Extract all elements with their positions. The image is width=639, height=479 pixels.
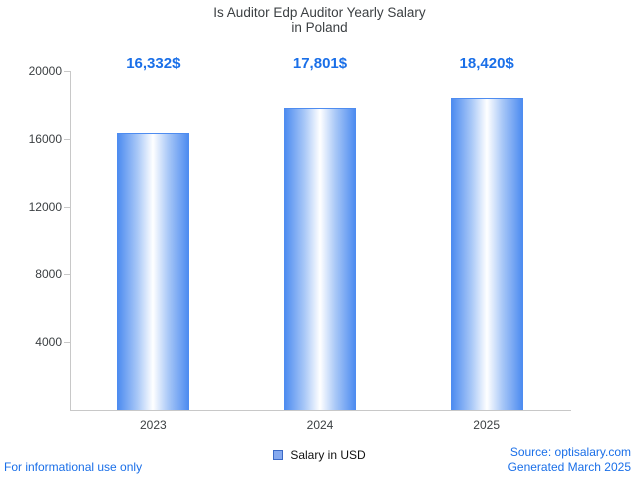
x-axis-label: 2024 — [306, 418, 334, 432]
bar-2025 — [450, 97, 523, 410]
legend-item-salary-in-usd[interactable]: Salary in USD — [0, 448, 639, 462]
y-axis-tick — [64, 274, 70, 276]
x-axis-label: 2023 — [139, 418, 167, 432]
bar-value-label: 16,332$ — [126, 55, 181, 72]
y-axis-tick — [64, 138, 70, 140]
source-info: Source: optisalary.com Generated March 2… — [508, 445, 631, 475]
x-axis-label: 2025 — [473, 418, 500, 432]
y-axis-tick — [64, 342, 70, 344]
y-axis-tick — [64, 71, 70, 72]
bar-2024 — [284, 108, 356, 410]
chart-title-line1: Is Auditor Edp Auditor Yearly Salary — [213, 5, 426, 20]
chart-title-line2: in Poland — [291, 20, 348, 35]
chart-title: Is Auditor Edp Auditor Yearly Salary in … — [0, 5, 639, 35]
bar-value-label: 18,420$ — [459, 55, 514, 72]
bar-2023 — [117, 133, 190, 410]
source-link[interactable]: Source: optisalary.com — [509, 445, 631, 459]
y-axis-label: 20000 — [28, 64, 62, 78]
y-axis-label: 4000 — [35, 335, 62, 350]
legend-label: Salary in USD — [290, 448, 366, 462]
disclaimer-text: For informational use only — [4, 460, 143, 474]
y-axis-label: 16000 — [28, 131, 62, 146]
y-axis-label: 12000 — [28, 199, 62, 214]
y-axis-tick — [64, 206, 70, 208]
bar-value-label: 17,801$ — [292, 55, 348, 72]
y-axis-label: 8000 — [35, 267, 62, 282]
legend-swatch-icon — [273, 450, 284, 460]
generated-date: Generated March 2025 — [507, 460, 631, 474]
